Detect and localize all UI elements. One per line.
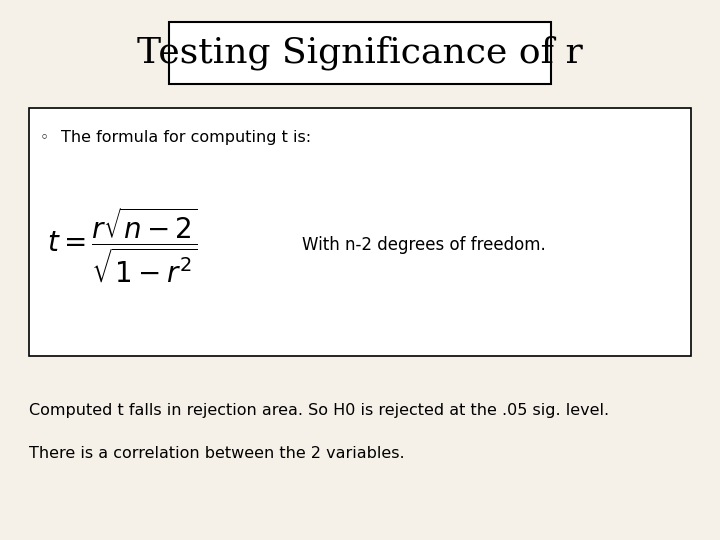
FancyBboxPatch shape: [169, 22, 551, 84]
FancyBboxPatch shape: [29, 108, 691, 356]
Text: $t = \dfrac{r\sqrt{n-2}}{\sqrt{1-r^2}}$: $t = \dfrac{r\sqrt{n-2}}{\sqrt{1-r^2}}$: [47, 205, 198, 285]
Text: Testing Significance of r: Testing Significance of r: [137, 36, 583, 70]
Text: ◦: ◦: [40, 130, 49, 145]
Text: Computed t falls in rejection area. So H0 is rejected at the .05 sig. level.: Computed t falls in rejection area. So H…: [29, 403, 609, 418]
Text: There is a correlation between the 2 variables.: There is a correlation between the 2 var…: [29, 446, 405, 461]
Text: The formula for computing t is:: The formula for computing t is:: [61, 130, 311, 145]
Text: With n-2 degrees of freedom.: With n-2 degrees of freedom.: [302, 235, 546, 254]
